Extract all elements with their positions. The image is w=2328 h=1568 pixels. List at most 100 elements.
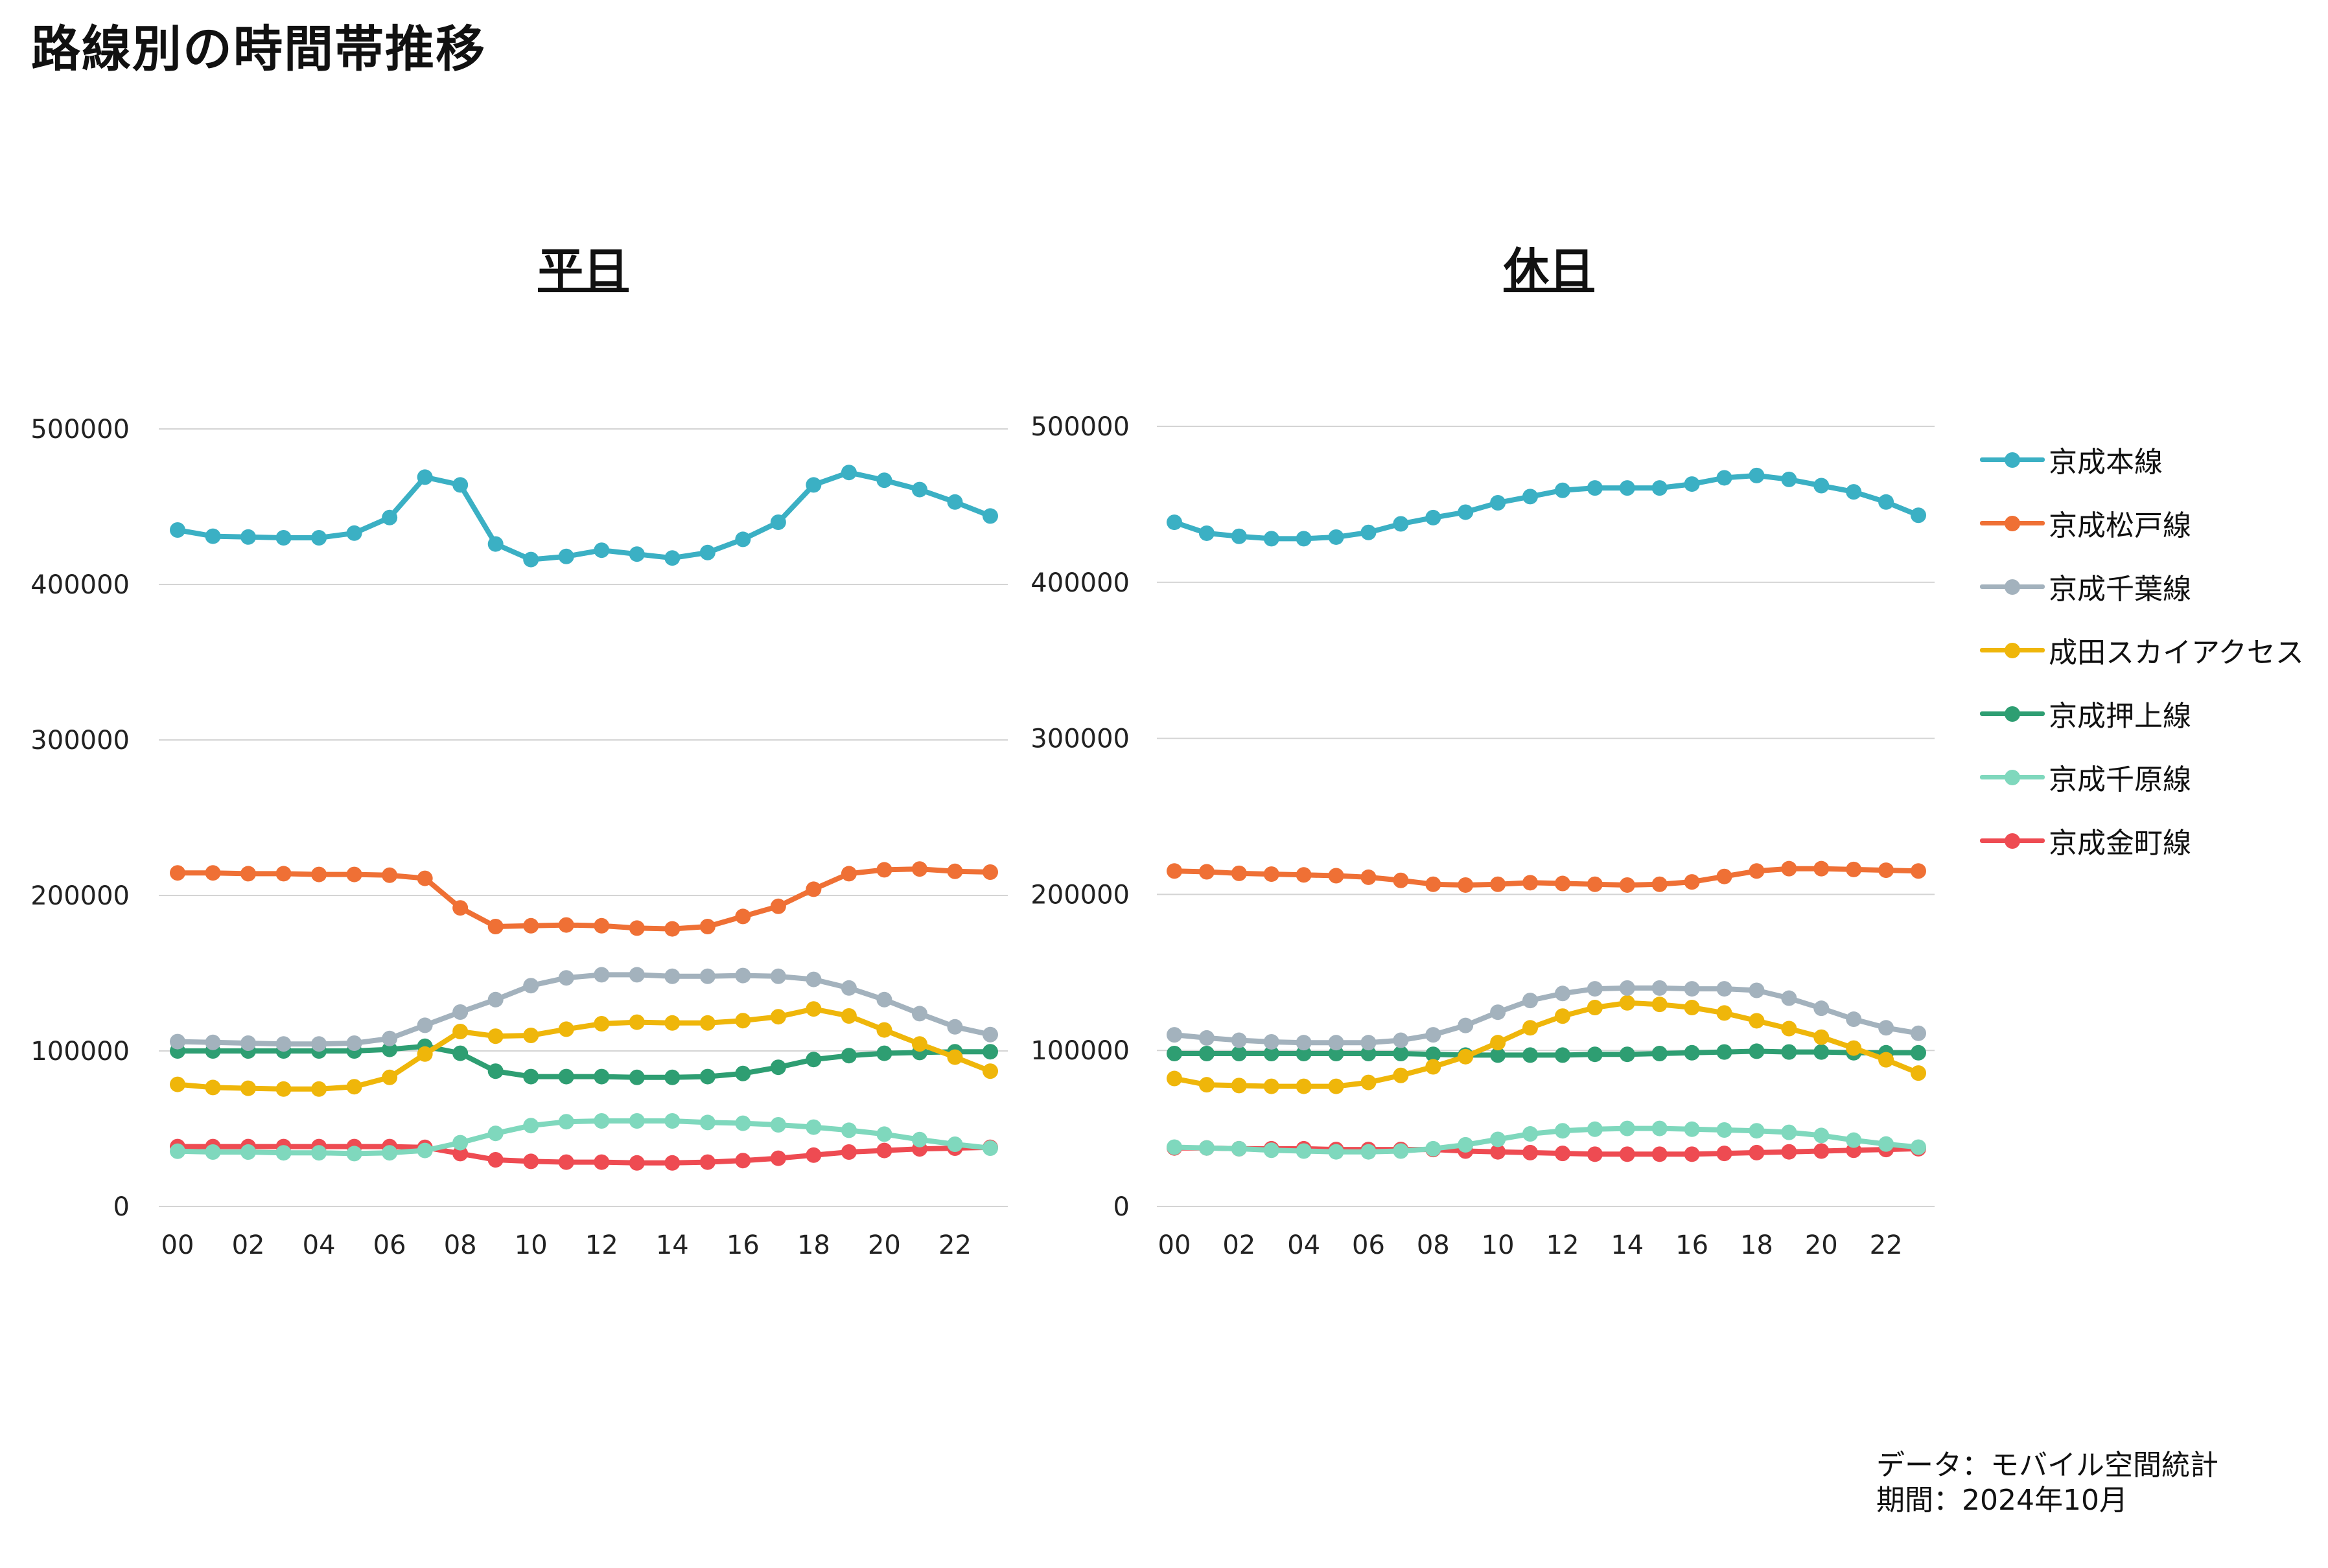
- series-line: [1172, 1048, 1921, 1058]
- data-point: [770, 1117, 786, 1133]
- data-point: [311, 1145, 327, 1161]
- data-point: [911, 1036, 927, 1052]
- data-point: [1554, 986, 1570, 1002]
- y-tick-label: 0: [1113, 1192, 1130, 1222]
- data-point: [1263, 1046, 1279, 1062]
- data-source-note: データ：モバイル空間統計 期間：2024年10月: [1876, 1448, 2218, 1518]
- data-point: [1458, 504, 1474, 520]
- data-point: [699, 1015, 716, 1031]
- data-point: [1458, 1017, 1474, 1033]
- x-tick-label: 06: [1352, 1230, 1385, 1260]
- data-point: [1587, 876, 1603, 892]
- data-point: [1781, 860, 1797, 877]
- data-point: [170, 865, 185, 881]
- data-point: [170, 1076, 185, 1092]
- data-point: [1458, 1048, 1474, 1065]
- data-point: [983, 1063, 998, 1079]
- data-point: [1490, 876, 1506, 892]
- data-point: [1554, 1146, 1570, 1162]
- data-point: [1813, 1029, 1830, 1045]
- data-point: [1393, 516, 1409, 532]
- data-point: [664, 921, 681, 937]
- data-point: [346, 1146, 362, 1162]
- data-point: [1749, 1123, 1765, 1139]
- data-point: [1425, 509, 1441, 525]
- data-point: [1684, 1121, 1700, 1137]
- data-point: [1360, 524, 1377, 540]
- legend-label: 成田スカイアクセス: [2049, 636, 2304, 669]
- data-point: [452, 477, 469, 493]
- data-point: [1425, 1027, 1441, 1043]
- data-point: [558, 1114, 574, 1130]
- data-point: [1911, 1065, 1926, 1081]
- data-point: [1231, 865, 1247, 881]
- data-point: [1231, 1140, 1247, 1157]
- data-point: [1425, 876, 1441, 892]
- data-point: [1360, 1046, 1377, 1062]
- data-point: [1684, 874, 1700, 890]
- data-point: [1651, 1046, 1668, 1062]
- data-point: [1393, 872, 1409, 888]
- data-point: [311, 866, 327, 882]
- legend-item: 京成松戸線: [1980, 491, 2304, 555]
- data-point: [1425, 1140, 1441, 1157]
- data-point: [1263, 531, 1279, 547]
- data-point: [558, 548, 574, 564]
- data-point: [594, 1016, 610, 1032]
- data-point: [876, 1126, 892, 1142]
- data-point: [1684, 981, 1700, 997]
- legend-item: 京成本線: [1980, 428, 2304, 491]
- x-tick-label: 04: [303, 1230, 336, 1260]
- data-point: [876, 991, 892, 1008]
- data-point: [629, 546, 645, 562]
- data-point: [1813, 1143, 1830, 1159]
- data-point: [876, 862, 892, 878]
- data-point: [841, 1144, 857, 1160]
- data-point: [1651, 997, 1668, 1013]
- data-point: [1522, 875, 1539, 891]
- data-point: [1587, 1146, 1603, 1162]
- data-point: [1878, 862, 1894, 879]
- data-point: [947, 1019, 963, 1035]
- data-point: [1846, 1040, 1862, 1056]
- data-point: [806, 1119, 822, 1135]
- data-point: [841, 1122, 857, 1138]
- data-point: [558, 1021, 574, 1037]
- legend-item: 京成千原線: [1980, 745, 2304, 809]
- x-tick-label: 18: [1740, 1230, 1773, 1260]
- data-point: [523, 1068, 539, 1085]
- y-tick-label: 400000: [1030, 568, 1130, 598]
- x-tick-label: 10: [1482, 1230, 1515, 1260]
- legend-label: 京成押上線: [2049, 700, 2191, 733]
- data-point: [1198, 1030, 1215, 1046]
- legend-marker-icon: [1980, 573, 2045, 599]
- data-point: [735, 967, 751, 984]
- data-point: [1781, 1020, 1797, 1037]
- data-point: [1619, 980, 1635, 996]
- data-point: [1522, 1144, 1539, 1160]
- data-point: [417, 1017, 433, 1033]
- data-point: [382, 1069, 398, 1085]
- data-point: [382, 867, 398, 883]
- data-point: [346, 1035, 362, 1051]
- data-point: [1360, 869, 1377, 885]
- data-point: [487, 536, 504, 552]
- data-point: [487, 919, 504, 934]
- data-point: [1198, 525, 1215, 541]
- data-point: [629, 1113, 645, 1129]
- data-point: [1554, 482, 1570, 498]
- data-point: [1587, 1046, 1603, 1063]
- data-point: [1684, 1044, 1700, 1061]
- data-point: [205, 865, 221, 881]
- y-tick-label: 500000: [1030, 412, 1130, 442]
- data-point: [1749, 1043, 1765, 1059]
- data-point: [806, 1001, 822, 1017]
- data-point: [1522, 489, 1539, 505]
- data-point: [1198, 1140, 1215, 1156]
- data-point: [876, 1045, 892, 1061]
- data-point: [1878, 1020, 1894, 1036]
- data-point: [523, 917, 539, 934]
- data-point: [417, 1046, 433, 1062]
- data-point: [240, 866, 257, 882]
- data-point: [1328, 1144, 1344, 1160]
